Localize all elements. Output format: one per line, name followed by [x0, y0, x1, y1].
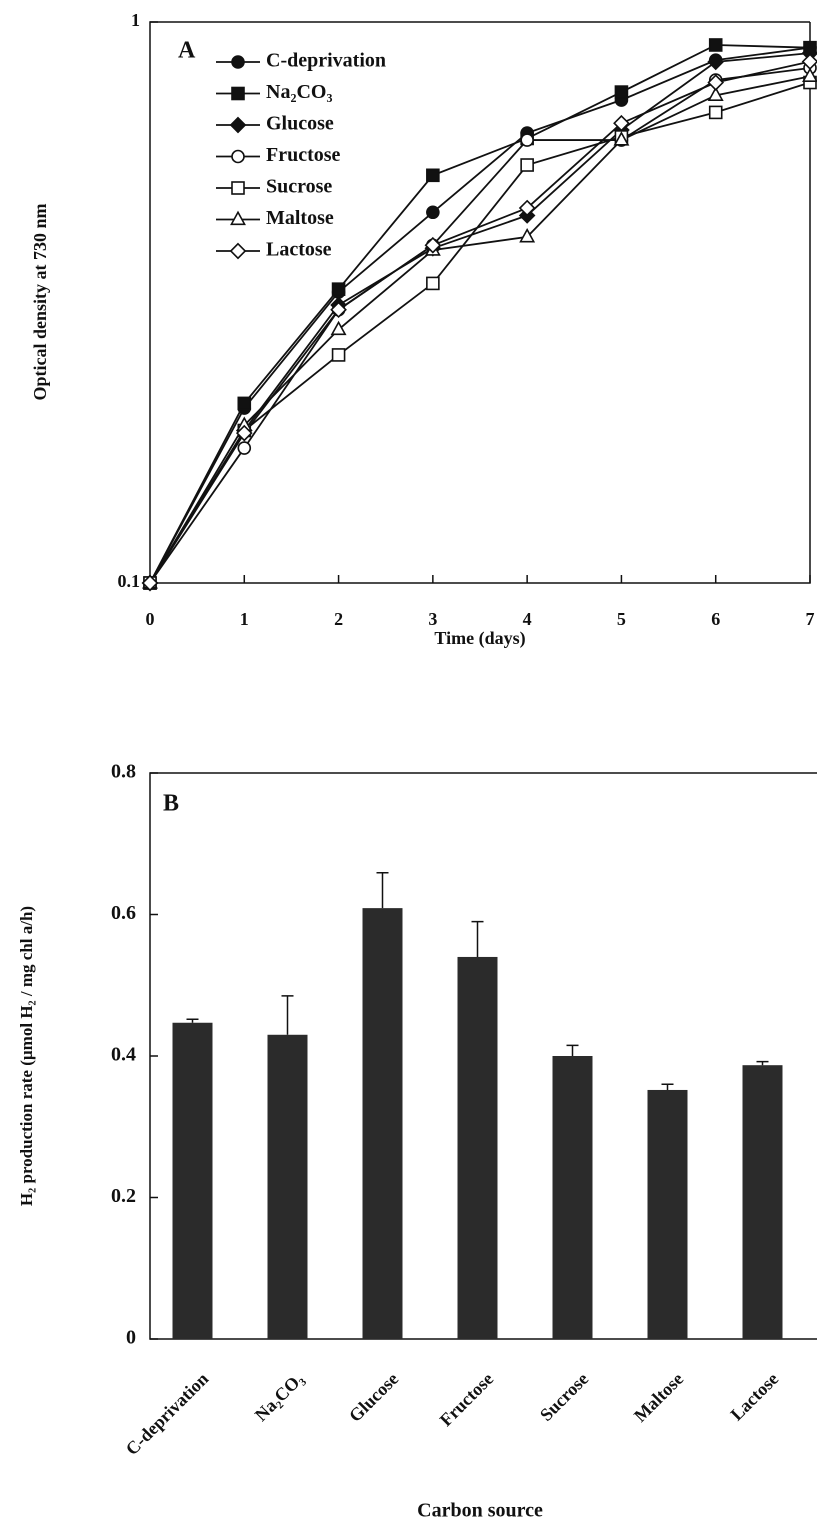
marker: [229, 116, 247, 134]
marker: [708, 105, 723, 120]
legend-label: C-deprivation: [266, 50, 386, 72]
bar: [457, 956, 498, 1339]
bar: [552, 1056, 593, 1339]
y-tick-label: 0.4: [111, 1044, 136, 1066]
y-tick-label: 1: [131, 10, 140, 30]
x-axis-title: Carbon source: [417, 1500, 543, 1522]
x-tick-label: 4: [523, 609, 532, 629]
marker: [613, 114, 630, 132]
marker: [707, 86, 724, 101]
marker: [237, 441, 252, 455]
error-bar: [186, 1018, 199, 1023]
marker: [330, 320, 347, 336]
legend-label: Na₂CO₃: [266, 81, 332, 103]
marker: [424, 236, 442, 254]
series-line: [149, 44, 811, 584]
x-tick-label: C-deprivation: [122, 1369, 213, 1460]
marker: [519, 228, 536, 243]
y-axis-title: Optical density at 730 nm: [30, 203, 50, 400]
marker: [426, 276, 440, 291]
bar: [267, 1034, 308, 1339]
y-tick-label: 0.8: [111, 761, 136, 783]
marker: [708, 38, 723, 52]
marker: [141, 574, 159, 592]
x-tick-label: 3: [428, 609, 437, 629]
y-tick-label: 0: [126, 1327, 136, 1349]
marker: [231, 181, 245, 195]
series-line: [149, 52, 811, 584]
x-tick-label: Lactose: [726, 1369, 782, 1425]
x-tick-label: Sucrose: [536, 1369, 592, 1425]
y-tick-label: 0.6: [111, 902, 136, 924]
series-line: [149, 67, 811, 584]
y-tick-label: 0.2: [111, 1185, 136, 1207]
series-line: [149, 75, 811, 584]
x-tick-label: Na₂CO₃: [251, 1368, 308, 1425]
bar: [172, 1022, 213, 1339]
bar: [647, 1089, 688, 1339]
marker: [231, 55, 245, 69]
error-bar: [661, 1083, 674, 1090]
legend-label: Fructose: [266, 144, 341, 166]
series-line: [149, 81, 811, 584]
x-tick-label: 5: [617, 609, 626, 629]
marker: [426, 205, 440, 220]
marker: [330, 301, 347, 319]
marker: [426, 168, 440, 183]
x-tick-label: Fructose: [436, 1369, 498, 1431]
x-tick-label: Glucose: [345, 1369, 402, 1426]
x-tick-label: Maltose: [630, 1369, 687, 1426]
marker: [331, 348, 346, 362]
marker: [231, 149, 245, 164]
y-tick-label: 0.1: [118, 571, 141, 591]
marker: [707, 53, 725, 71]
marker: [614, 85, 629, 99]
error-bar: [471, 920, 484, 957]
legend-label: Sucrose: [266, 176, 332, 198]
x-tick-label: 7: [806, 609, 815, 629]
error-bar: [756, 1060, 769, 1066]
legend-label: Maltose: [266, 207, 334, 229]
marker: [230, 210, 246, 226]
marker: [520, 158, 534, 172]
legend-label: Lactose: [266, 239, 332, 261]
error-bar: [281, 995, 294, 1035]
marker: [520, 133, 534, 147]
legend-label: Glucose: [266, 113, 334, 135]
error-bar: [376, 872, 389, 909]
marker: [801, 53, 817, 70]
marker: [707, 74, 725, 91]
x-tick-label: 6: [711, 609, 720, 629]
x-axis-title: Time (days): [434, 628, 525, 649]
marker: [229, 242, 247, 260]
x-tick-label: 2: [334, 609, 343, 629]
marker: [237, 396, 252, 411]
panel-label: A: [178, 38, 196, 64]
marker: [613, 131, 630, 146]
series-line: [149, 46, 811, 584]
bar: [742, 1065, 783, 1339]
x-tick-label: 1: [240, 609, 249, 629]
marker: [231, 86, 245, 101]
bar: [362, 908, 403, 1339]
y-axis-title: H₂ production rate (µmol H₂ / mg chl a/h…: [17, 906, 36, 1206]
marker: [802, 67, 817, 82]
x-tick-label: 0: [146, 609, 155, 629]
series-line: [149, 60, 811, 584]
marker: [235, 424, 253, 442]
marker: [331, 282, 346, 296]
panel-label: B: [163, 791, 179, 817]
marker: [518, 199, 536, 217]
error-bar: [566, 1044, 579, 1056]
